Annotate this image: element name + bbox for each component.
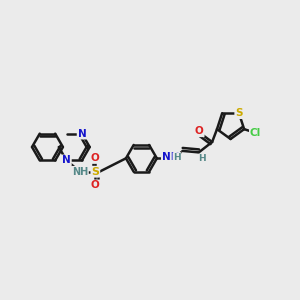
Text: S: S (235, 108, 243, 118)
Text: O: O (91, 153, 100, 163)
Text: H: H (173, 153, 181, 162)
Text: H: H (199, 154, 206, 164)
Text: S: S (91, 167, 99, 177)
Text: Cl: Cl (250, 128, 261, 138)
Text: NH: NH (72, 167, 88, 177)
Text: NH: NH (162, 152, 179, 162)
Text: O: O (195, 126, 204, 136)
Text: N: N (78, 129, 86, 139)
Text: O: O (91, 180, 100, 190)
Text: N: N (62, 155, 71, 165)
